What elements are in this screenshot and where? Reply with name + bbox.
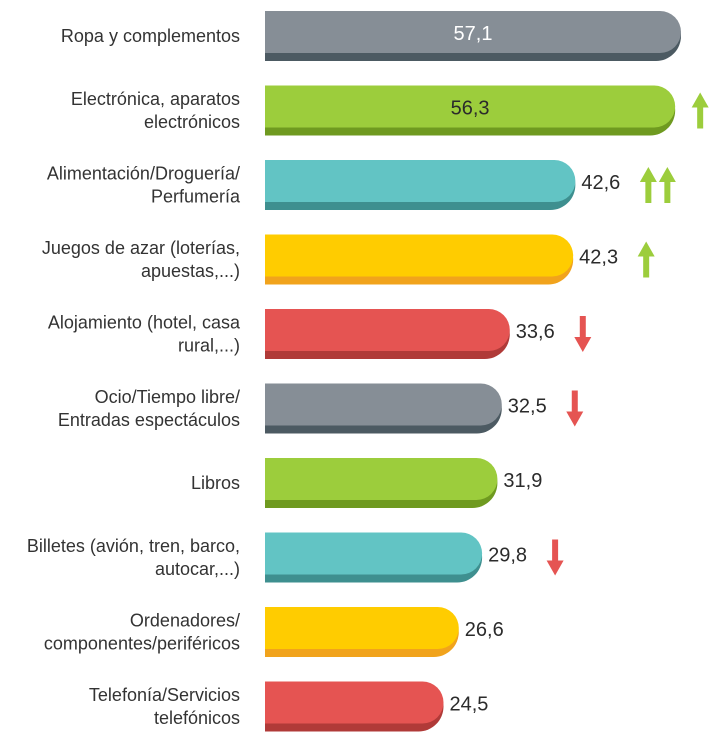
value-label: 24,5 [449, 694, 488, 716]
arrow-down-icon [574, 316, 592, 352]
category-label-line: apuestas,...) [141, 261, 240, 281]
value-label: 56,3 [451, 98, 490, 120]
bar [265, 85, 676, 128]
category-label-line: Ordenadores/ [130, 611, 240, 631]
bar [265, 234, 574, 277]
chart-row: Ordenadores/componentes/periféricos 26,6 [44, 607, 504, 657]
bar [265, 11, 681, 53]
arrow-down-icon [546, 539, 564, 576]
chart-row: Juegos de azar (loterías, apuestas,...) 42… [42, 234, 655, 285]
chart-row: Ropa y complementos 57,1 [61, 11, 681, 61]
category-label: Electrónica, aparatos electrónicos [71, 89, 240, 132]
value-label: 29,8 [488, 545, 527, 567]
category-label-line: componentes/periféricos [44, 634, 240, 654]
category-label: Juegos de azar (loterías, apuestas,...) [42, 238, 240, 281]
category-label: Ropa y complementos [61, 26, 240, 46]
category-label-line: telefónicos [154, 708, 240, 728]
category-label-line: Perfumería [151, 187, 241, 207]
value-label: 31,9 [503, 470, 542, 492]
value-label: 33,6 [516, 321, 555, 343]
arrow-up-icon [639, 167, 657, 203]
value-label: 32,5 [508, 396, 547, 418]
arrow-down-icon [566, 390, 584, 427]
bar [265, 532, 483, 575]
chart-row: Alimentación/Droguería/Perfumería 42,6 [47, 159, 676, 210]
chart-row: Alojamiento (hotel, casa rural,...) 33,6 [48, 309, 592, 359]
category-label-line: autocar,...) [155, 559, 240, 579]
bar [265, 383, 502, 426]
category-label: Alojamiento (hotel, casa rural,...) [48, 313, 241, 356]
category-label-line: Alimentación/Droguería/ [47, 164, 240, 184]
arrow-up-icon [691, 92, 709, 129]
category-label: Telefonía/Servicios telefónicos [89, 685, 240, 728]
category-label-line: rural,...) [178, 336, 240, 356]
chart-row: Electrónica, aparatos electrónicos 56,3 [71, 85, 709, 136]
category-label-line: Telefonía/Servicios [89, 685, 240, 705]
category-label: Ordenadores/componentes/periféricos [44, 611, 240, 654]
chart-row: Billetes (avión, tren, barco, autocar,...… [27, 532, 564, 583]
bar [265, 458, 498, 500]
bar [265, 160, 576, 202]
bar [265, 681, 444, 724]
category-label-line: electrónicos [144, 112, 240, 132]
value-label: 26,6 [465, 619, 504, 641]
category-label-line: Juegos de azar (loterías, [42, 238, 240, 258]
category-label: Ocio/Tiempo libre/Entradas espectáculos [58, 387, 240, 430]
category-label-line: Ropa y complementos [61, 26, 240, 46]
category-label: Libros [191, 473, 240, 493]
value-label: 57,1 [454, 23, 493, 45]
chart-row: Libros 31,9 [191, 458, 542, 508]
chart-row: Ocio/Tiempo libre/Entradas espectáculos 3… [58, 383, 584, 434]
category-label-line: Libros [191, 473, 240, 493]
chart-row: Telefonía/Servicios telefónicos 24,5 [89, 681, 488, 732]
category-label: Billetes (avión, tren, barco, autocar,...… [27, 536, 240, 579]
arrow-up-icon [637, 241, 655, 278]
category-label: Alimentación/Droguería/Perfumería [47, 164, 241, 207]
bar [265, 309, 510, 351]
value-label: 42,3 [579, 247, 618, 269]
category-label-line: Billetes (avión, tren, barco, [27, 536, 240, 556]
category-label-line: Electrónica, aparatos [71, 89, 240, 109]
value-label: 42,6 [581, 172, 620, 194]
category-label-line: Ocio/Tiempo libre/ [95, 387, 240, 407]
category-label-line: Entradas espectáculos [58, 410, 240, 430]
bar [265, 607, 459, 649]
category-label-line: Alojamiento (hotel, casa [48, 313, 241, 333]
arrow-up-icon [658, 167, 676, 203]
